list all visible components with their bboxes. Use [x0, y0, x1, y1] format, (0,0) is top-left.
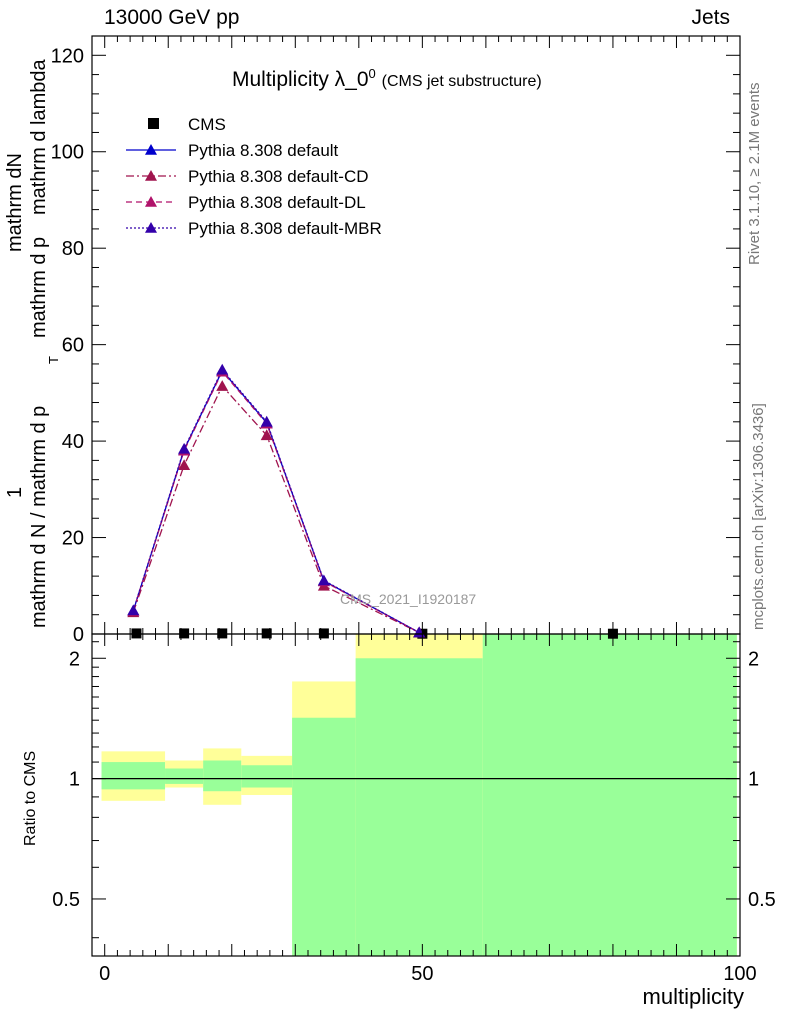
ratio-band-inner	[292, 717, 356, 956]
plot-frames	[91, 35, 741, 957]
ylabel-one: 1	[4, 486, 26, 498]
ylabel-rest: mathrm d p	[28, 236, 50, 338]
data-point	[127, 604, 140, 616]
y-tick-label-ratio-right: 0.5	[748, 889, 776, 911]
y-tick-label-main: 100	[51, 142, 84, 164]
side-rivet-label: Rivet 3.1.10, ≥ 2.1M events	[746, 82, 763, 266]
data-point	[260, 429, 273, 441]
y-tick-label-ratio: 2	[69, 648, 80, 670]
legend-marker-cms	[148, 118, 159, 129]
ratio-band-inner	[165, 768, 204, 784]
y-tick-label-main: 80	[62, 238, 84, 260]
x-tick-label: 50	[411, 963, 433, 985]
legend-marker	[145, 170, 157, 181]
main-curves	[132, 368, 420, 634]
ylabel-denominator: mathrm d N / mathrm d p	[28, 405, 50, 628]
y-tick-label-ratio-right: 1	[748, 769, 759, 791]
series-line	[132, 368, 420, 634]
data-point	[317, 574, 330, 586]
series-line	[132, 384, 420, 634]
y-tick-label-main: 120	[51, 45, 84, 67]
process-label: Jets	[691, 6, 730, 29]
legend-entry: Pythia 8.308 default-DL	[188, 193, 366, 212]
ratio-bands	[92, 634, 740, 956]
axis-ticks	[92, 35, 741, 956]
legend-marker	[145, 222, 157, 233]
plot-title: Multiplicity λ_00 (CMS jet substructure)	[232, 66, 542, 92]
ylabel-numerator: mathrm dN	[4, 153, 26, 252]
ratio-band-inner	[101, 762, 166, 790]
data-point	[216, 363, 229, 375]
ratio-band-inner	[241, 765, 293, 788]
y-tick-label-ratio: 1	[69, 769, 80, 791]
legend-marker	[145, 144, 157, 155]
legend-entry: Pythia 8.308 default-MBR	[188, 219, 382, 238]
data-point	[260, 415, 273, 427]
title-sup: 0	[368, 66, 376, 81]
data-point	[178, 459, 191, 471]
x-tick-label: 0	[99, 963, 110, 985]
ratio-ylabel: Ratio to CMS	[22, 750, 39, 846]
y-tick-label-main: 40	[62, 431, 84, 453]
y-tick-label-ratio-right: 2	[748, 648, 759, 670]
ylabel-rest-2: mathrm d lambda	[28, 59, 50, 215]
data-point	[216, 380, 229, 391]
y-tick-label-main: 60	[62, 335, 84, 357]
data-point	[178, 442, 191, 454]
side-mcplots-label: mcplots.cern.ch [arXiv:1306.3436]	[750, 403, 767, 630]
ylabel-subscript: T	[46, 356, 61, 364]
legend-entry: CMS	[188, 115, 226, 134]
y-tick-label-ratio: 0.5	[52, 889, 80, 911]
title-main: Multiplicity λ_0	[232, 68, 369, 91]
ratio-frame	[91, 633, 741, 957]
ratio-band-inner	[355, 658, 483, 956]
legend-entry: Pythia 8.308 default	[188, 141, 339, 160]
axis-tick-labels: 0 50 100 0 20 40 60 80 100 120 0.5 0.5 1 1 2 2	[51, 45, 776, 985]
ratio-band-inner	[203, 760, 242, 792]
x-tick-label: 100	[723, 963, 756, 985]
legend: CMS Pythia 8.308 default Pythia 8.308 defa…	[126, 115, 382, 238]
series-line	[132, 370, 420, 634]
watermark-analysis: CMS_2021_I1920187	[340, 591, 476, 607]
energy-label: 13000 GeV pp	[104, 6, 240, 29]
title-sub: (CMS jet substructure)	[381, 73, 542, 90]
x-axis-label: multiplicity	[642, 984, 744, 1009]
y-tick-label-main: 20	[62, 528, 84, 550]
legend-marker	[145, 196, 157, 207]
y-tick-label-main: 0	[73, 624, 84, 646]
ratio-band-inner	[482, 634, 737, 956]
legend-entry: Pythia 8.308 default-CD	[188, 167, 369, 186]
